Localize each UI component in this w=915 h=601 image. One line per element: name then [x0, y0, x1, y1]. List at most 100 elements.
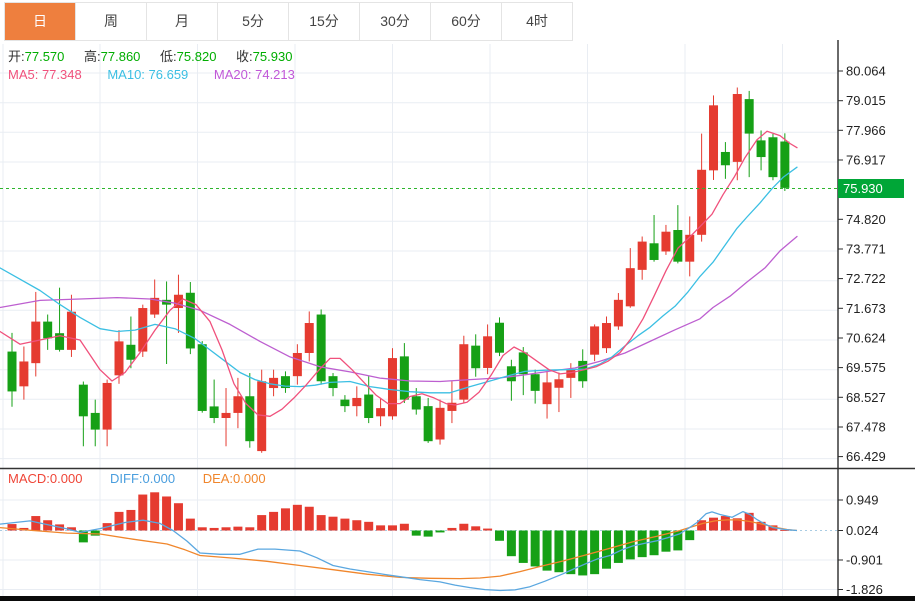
candle-body — [435, 407, 445, 440]
ma-legend: MA5: 77.348 MA10: 76.659 MA20: 74.213 — [8, 67, 317, 82]
candle-body — [756, 140, 766, 158]
macd-bar — [138, 494, 148, 531]
macd-bar — [304, 506, 314, 531]
axis-tick-label: 73.771 — [846, 242, 886, 257]
candle-body — [43, 321, 53, 339]
macd-bar — [209, 527, 219, 531]
tab-60min[interactable]: 60分 — [431, 3, 502, 40]
macd-bar — [233, 526, 243, 531]
macd-bar — [197, 527, 207, 531]
macd-bar — [185, 518, 195, 531]
macd-bar — [518, 530, 528, 563]
candle-body — [471, 345, 481, 369]
tab-month[interactable]: 月 — [147, 3, 218, 40]
candle-body — [19, 361, 29, 387]
candle-body — [245, 396, 255, 442]
macd-bar — [435, 530, 445, 533]
candle-body — [55, 333, 65, 350]
candle-body — [126, 344, 136, 360]
macd-bar — [340, 518, 350, 531]
macd-bar — [506, 530, 516, 557]
axis-tick-label: 74.820 — [846, 212, 886, 227]
macd-bar — [245, 527, 255, 531]
candle-body — [150, 297, 160, 315]
candle-body — [780, 141, 790, 188]
macd-bar — [471, 526, 481, 531]
candle-body — [292, 352, 302, 377]
macd-bar — [162, 496, 172, 531]
macd-bar — [364, 521, 374, 531]
candle-body — [732, 94, 742, 162]
tab-week[interactable]: 周 — [76, 3, 147, 40]
candle-body — [661, 231, 671, 252]
candle-body — [78, 384, 88, 417]
macd-bar — [221, 527, 231, 531]
macd-bar — [126, 509, 136, 531]
macd-bar — [720, 516, 730, 531]
candle-body — [411, 396, 421, 410]
macd-legend: MACD:0.000 DIFF:0.000 DEA:0.000 — [8, 471, 290, 486]
macd-bar — [280, 508, 290, 531]
candle-body — [673, 230, 683, 262]
candle-body — [566, 369, 576, 378]
macd-bar — [150, 492, 160, 531]
macd-bar — [352, 520, 362, 531]
tab-4hour[interactable]: 4时 — [502, 3, 572, 40]
candle-body — [31, 321, 41, 364]
axis-tick-label: 72.722 — [846, 271, 886, 286]
ma5-readout: MA5: 77.348 — [8, 67, 82, 82]
axis-tick-label: 76.917 — [846, 153, 886, 168]
candle-body — [459, 344, 469, 400]
candle-body — [518, 352, 528, 375]
candle-body — [269, 377, 279, 389]
macd-bar — [399, 523, 409, 531]
open-readout: 开:77.570 — [8, 49, 65, 64]
axis-tick-label: -0.901 — [846, 553, 883, 568]
ma20-line — [0, 235, 798, 383]
ma20-readout: MA20: 74.213 — [213, 67, 295, 82]
macd-bar — [661, 530, 671, 552]
macd-bar — [625, 530, 635, 560]
macd-bar — [780, 529, 790, 531]
macd-bar — [376, 525, 386, 531]
macd-bar — [423, 530, 433, 537]
macd-bar — [697, 520, 707, 531]
low-readout: 低:75.820 — [160, 49, 217, 64]
macd-bar — [78, 530, 88, 543]
axis-tick-label: 71.673 — [846, 301, 886, 316]
candle-body — [387, 358, 397, 417]
current-price-badge-value: 75.930 — [843, 181, 883, 196]
ma5-line — [0, 130, 798, 417]
macd-bar — [494, 530, 504, 541]
tab-5min[interactable]: 5分 — [218, 3, 289, 40]
candle-body — [304, 323, 314, 353]
candle-body — [221, 412, 231, 419]
axis-tick-label: 70.624 — [846, 331, 886, 346]
axis-tick-label: 77.966 — [846, 123, 886, 138]
dea-readout: DEA:0.000 — [202, 471, 266, 486]
macd-bar — [328, 516, 338, 531]
macd-bar — [673, 530, 683, 551]
axis-tick-label: 69.575 — [846, 360, 886, 375]
candle-body — [209, 406, 219, 419]
macd-bar — [90, 530, 100, 536]
tab-day[interactable]: 日 — [5, 3, 76, 40]
tab-15min[interactable]: 15分 — [289, 3, 360, 40]
candle-body — [90, 412, 100, 430]
macd-readout: MACD:0.000 — [8, 471, 83, 486]
candle-body — [447, 402, 457, 411]
ma10-readout: MA10: 76.659 — [107, 67, 189, 82]
candle-body — [399, 356, 409, 400]
candle-body — [602, 323, 611, 349]
macd-bar — [447, 527, 457, 531]
macd-bar — [542, 530, 552, 571]
macd-bar — [732, 518, 742, 531]
tab-30min[interactable]: 30分 — [360, 3, 431, 40]
candle-body — [352, 397, 362, 407]
candle-body — [138, 308, 148, 352]
macd-bar — [578, 530, 588, 576]
macd-bar — [756, 521, 766, 531]
candle-body — [483, 336, 493, 368]
